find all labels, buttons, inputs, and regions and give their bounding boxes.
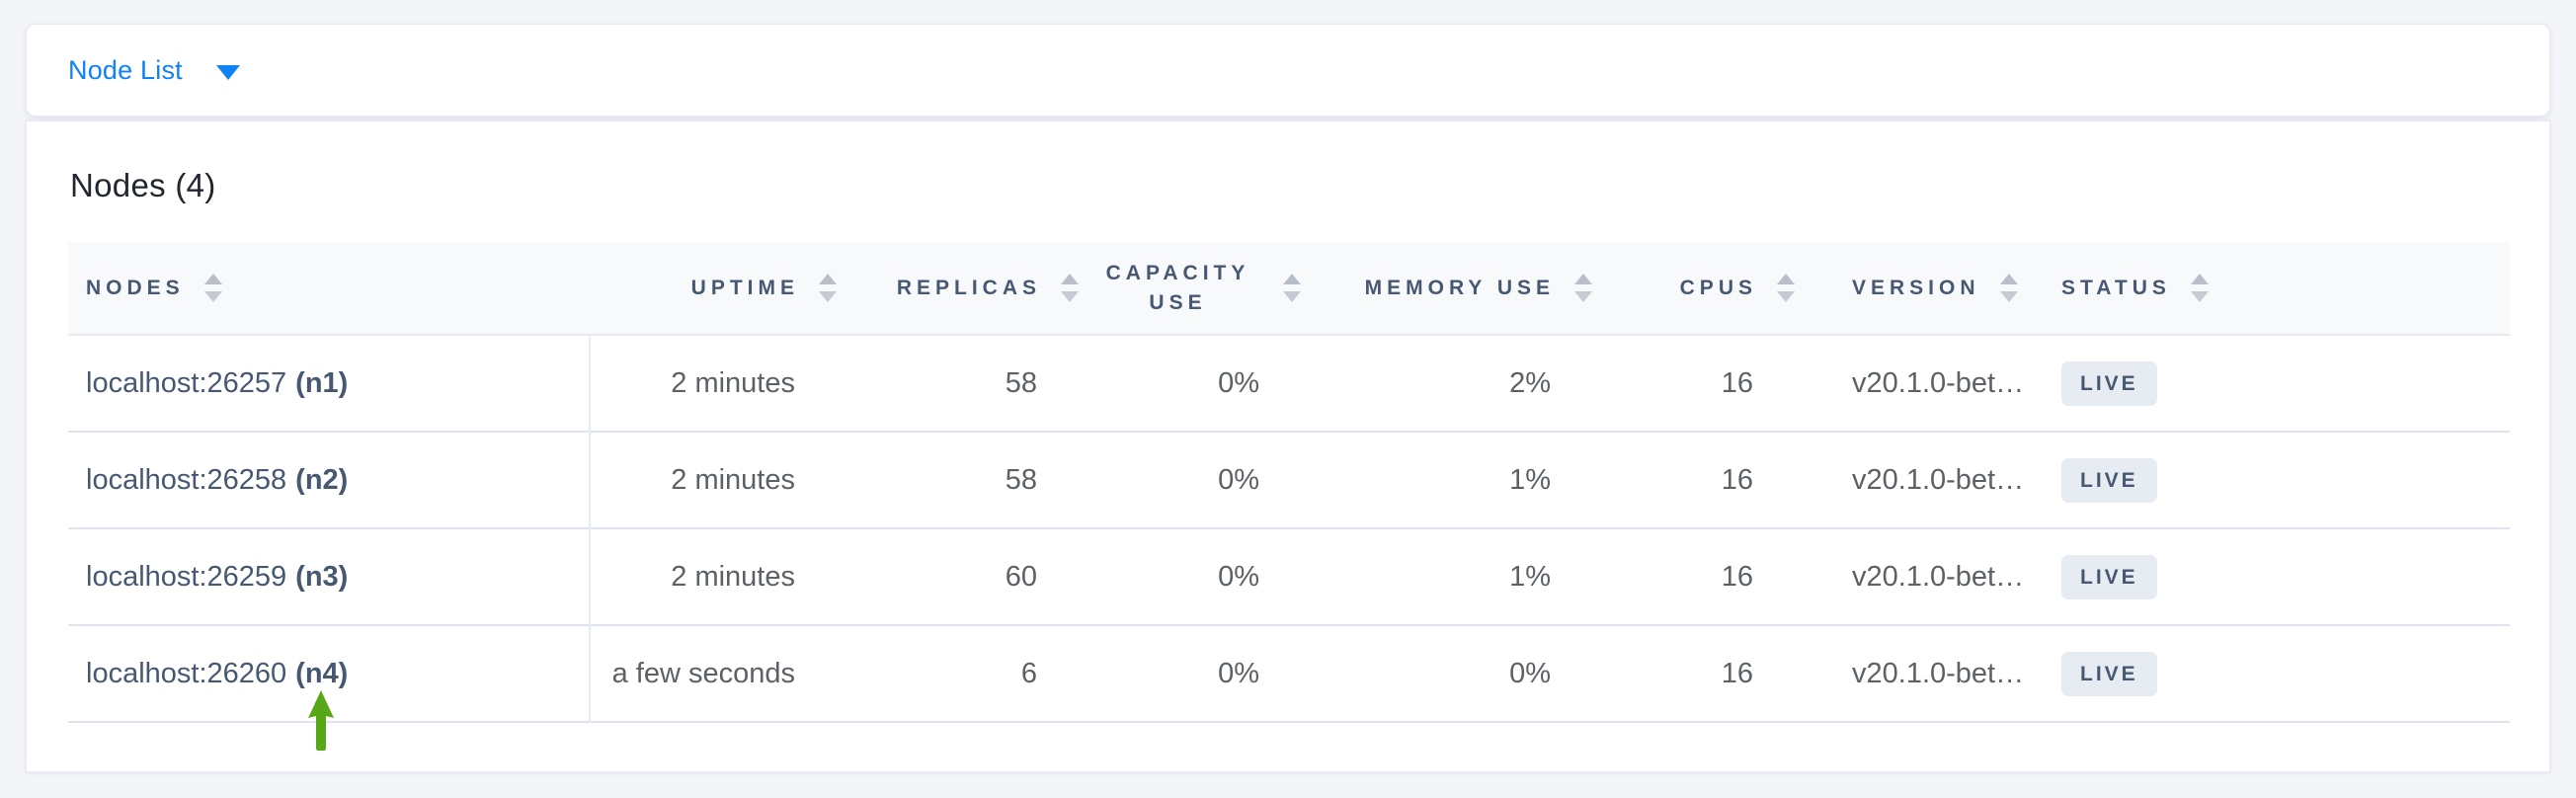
table-row[interactable]: localhost:26260 (n4) a few seconds 6 0% 0% 16 v…	[68, 626, 2510, 723]
table-row[interactable]: localhost:26259 (n3) 2 minutes 60 0% 1% 16 v20.…	[68, 529, 2510, 626]
replicas-cell: 60	[1005, 560, 1037, 593]
memory-use-cell: 0%	[1509, 657, 1551, 689]
column-divider	[589, 336, 591, 723]
column-label: VERSION	[1852, 276, 1980, 299]
column-label: NODES	[86, 276, 185, 299]
view-selector-bar: Node List	[26, 24, 2550, 117]
status-cell: LIVE	[2036, 433, 2510, 527]
version-cell: v20.1.0-bet…	[1852, 560, 2025, 593]
node-id: (n3)	[295, 560, 349, 593]
table-header-row: NODES UPTIME REPLICAS CAPACITY USE MEMORY US…	[68, 242, 2510, 336]
sort-arrows-icon[interactable]	[819, 274, 837, 302]
column-label: MEMORY USE	[1364, 276, 1555, 299]
status-badge: LIVE	[2061, 457, 2157, 503]
uptime-cell: 2 minutes	[671, 366, 795, 399]
column-header-memory-use[interactable]: MEMORY USE	[1315, 242, 1606, 334]
version-cell: v20.1.0-bet…	[1852, 657, 2025, 689]
sort-arrows-icon[interactable]	[1999, 274, 2018, 302]
status-badge: LIVE	[2061, 651, 2157, 696]
node-address: localhost:26258	[86, 463, 287, 496]
capacity-use-cell: 0%	[1218, 560, 1259, 593]
cpus-cell: 16	[1721, 463, 1753, 496]
sort-arrows-icon[interactable]	[203, 274, 222, 302]
capacity-use-cell: 0%	[1218, 463, 1259, 496]
memory-use-cell: 1%	[1509, 463, 1551, 496]
capacity-use-cell: 0%	[1218, 657, 1259, 689]
node-address: localhost:26259	[86, 560, 287, 593]
column-header-capacity-use[interactable]: CAPACITY USE	[1092, 242, 1315, 334]
node-address: localhost:26257	[86, 366, 287, 399]
nodes-panel: Nodes (4) NODES UPTIME REPLICAS CAPACITY US…	[26, 120, 2550, 772]
status-badge: LIVE	[2061, 360, 2157, 406]
capacity-use-cell: 0%	[1218, 366, 1259, 399]
page-title: Nodes (4)	[70, 167, 216, 203]
column-header-version[interactable]: VERSION	[1809, 242, 2036, 334]
column-label: STATUS	[2061, 276, 2171, 299]
memory-use-cell: 2%	[1509, 366, 1551, 399]
column-header-status[interactable]: STATUS	[2036, 242, 2510, 334]
table-body: localhost:26257 (n1) 2 minutes 58 0% 2% 16 v20.…	[68, 336, 2510, 723]
node-list-dropdown[interactable]: Node List	[68, 55, 240, 86]
replicas-cell: 58	[1005, 463, 1037, 496]
table-row[interactable]: localhost:26258 (n2) 2 minutes 58 0% 1% 16 v20.…	[68, 433, 2510, 529]
status-cell: LIVE	[2036, 529, 2510, 624]
column-header-uptime[interactable]: UPTIME	[589, 242, 850, 334]
uptime-cell: 2 minutes	[671, 463, 795, 496]
status-cell: LIVE	[2036, 626, 2510, 721]
status-cell: LIVE	[2036, 336, 2510, 431]
uptime-cell: 2 minutes	[671, 560, 795, 593]
node-list-dropdown-label: Node List	[68, 54, 183, 85]
node-address-cell[interactable]: localhost:26259 (n3)	[68, 529, 589, 624]
memory-use-cell: 1%	[1509, 560, 1551, 593]
version-cell: v20.1.0-bet…	[1852, 366, 2025, 399]
nodes-table: NODES UPTIME REPLICAS CAPACITY USE MEMORY US…	[68, 242, 2510, 751]
sort-arrows-icon[interactable]	[1777, 274, 1795, 302]
node-address: localhost:26260	[86, 657, 287, 689]
sort-arrows-icon[interactable]	[2190, 274, 2209, 302]
status-badge: LIVE	[2061, 554, 2157, 599]
table-row[interactable]: localhost:26257 (n1) 2 minutes 58 0% 2% 16 v20.…	[68, 336, 2510, 433]
node-address-cell[interactable]: localhost:26258 (n2)	[68, 433, 589, 527]
sort-arrows-icon[interactable]	[1574, 274, 1592, 302]
column-label: CAPACITY USE	[1105, 262, 1250, 314]
node-address-cell[interactable]: localhost:26257 (n1)	[68, 336, 589, 431]
cpus-cell: 16	[1721, 366, 1753, 399]
column-label: CPUS	[1679, 276, 1757, 299]
column-header-replicas[interactable]: REPLICAS	[850, 242, 1092, 334]
column-header-cpus[interactable]: CPUS	[1606, 242, 1809, 334]
column-header-nodes[interactable]: NODES	[68, 242, 589, 334]
node-address-cell[interactable]: localhost:26260 (n4)	[68, 626, 589, 721]
node-id: (n4)	[295, 657, 349, 689]
version-cell: v20.1.0-bet…	[1852, 463, 2025, 496]
sort-arrows-icon[interactable]	[1061, 274, 1079, 302]
node-id: (n1)	[295, 366, 349, 399]
column-label: UPTIME	[690, 276, 799, 299]
cpus-cell: 16	[1721, 657, 1753, 689]
replicas-cell: 58	[1005, 366, 1037, 399]
chevron-down-icon	[215, 65, 240, 80]
node-id: (n2)	[295, 463, 349, 496]
sort-arrows-icon[interactable]	[1283, 274, 1301, 302]
replicas-cell: 6	[1020, 657, 1037, 689]
column-label: REPLICAS	[896, 276, 1041, 299]
uptime-cell: a few seconds	[611, 657, 795, 689]
cpus-cell: 16	[1721, 560, 1753, 593]
